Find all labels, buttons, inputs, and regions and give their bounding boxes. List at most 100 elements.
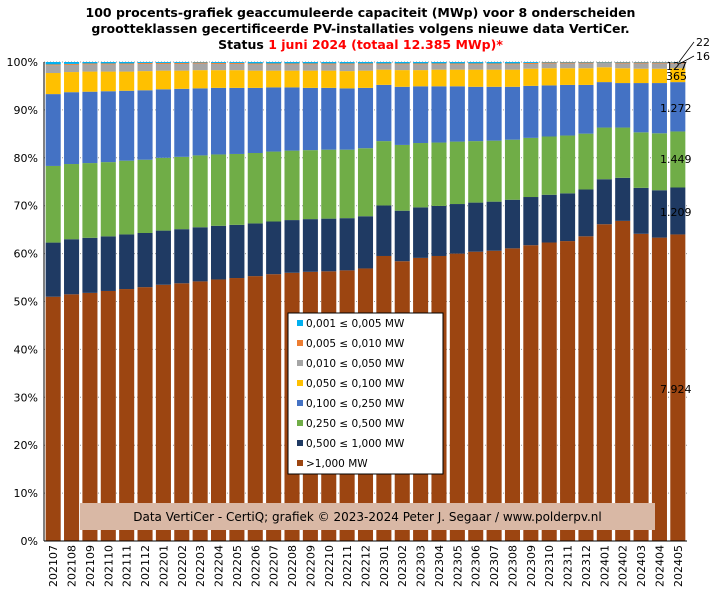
bar-segment bbox=[155, 157, 171, 231]
x-tick-label: 202401 bbox=[598, 545, 611, 587]
bar-segment bbox=[523, 197, 539, 246]
bar-segment bbox=[486, 86, 502, 141]
bar-segment bbox=[670, 82, 686, 132]
bar-segment bbox=[229, 278, 245, 541]
bar-segment bbox=[192, 62, 208, 64]
bar-segment bbox=[192, 227, 208, 282]
bar-segment bbox=[192, 281, 208, 541]
bar-segment bbox=[578, 68, 594, 85]
bar-segment bbox=[541, 242, 557, 541]
bar-segment bbox=[376, 69, 392, 85]
bar-segment bbox=[394, 86, 410, 145]
bar-segment bbox=[394, 70, 410, 87]
bar-segment bbox=[155, 284, 171, 541]
bar-segment bbox=[394, 62, 410, 64]
legend-label: 0,100 ≤ 0,250 MW bbox=[306, 398, 405, 410]
y-tick-label: 0% bbox=[21, 535, 38, 548]
title-line-1: 100 procents-grafiek geaccumuleerde capa… bbox=[85, 5, 636, 20]
bar-segment bbox=[468, 62, 484, 64]
value-annotation: 7.924 bbox=[660, 383, 692, 396]
chart-title: 100 procents-grafiek geaccumuleerde capa… bbox=[0, 5, 721, 53]
bar-segment bbox=[247, 70, 263, 88]
x-tick-label: 202107 bbox=[47, 545, 60, 587]
bar-segment bbox=[578, 62, 594, 64]
y-tick-label: 50% bbox=[14, 296, 38, 309]
value-annotation: 1.209 bbox=[660, 206, 692, 219]
bar-segment bbox=[670, 234, 686, 541]
bar-segment bbox=[468, 63, 484, 65]
bar-segment bbox=[64, 72, 80, 93]
bar-segment bbox=[541, 85, 557, 137]
bar-segment bbox=[431, 63, 447, 65]
bar-segment bbox=[339, 71, 355, 89]
y-tick-label: 100% bbox=[7, 56, 38, 69]
bar-segment bbox=[100, 64, 116, 72]
bar-segment bbox=[247, 276, 263, 541]
bar-segment bbox=[174, 229, 190, 284]
bar-segment bbox=[302, 63, 318, 65]
bar-segment bbox=[266, 63, 282, 65]
bar-segment bbox=[266, 87, 282, 152]
bar-segment bbox=[137, 71, 153, 91]
bar-segment bbox=[266, 70, 282, 88]
bar-segment bbox=[119, 234, 135, 290]
bar-segment bbox=[192, 70, 208, 89]
bar-segment bbox=[376, 64, 392, 70]
bar-segment bbox=[394, 144, 410, 211]
bar-segment bbox=[321, 87, 337, 150]
bar-segment bbox=[449, 141, 465, 205]
bar-segment bbox=[449, 69, 465, 87]
bar-segment bbox=[229, 62, 245, 63]
bar-segment bbox=[413, 207, 429, 258]
bar-segment bbox=[82, 62, 98, 64]
bar-segment bbox=[45, 65, 61, 74]
bar-segment bbox=[174, 62, 190, 64]
bar-segment bbox=[357, 216, 374, 269]
x-tick-label: 202205 bbox=[231, 545, 244, 587]
y-tick-label: 10% bbox=[14, 487, 38, 500]
bar-segment bbox=[137, 90, 153, 160]
bar-segment bbox=[266, 221, 282, 275]
bar-segment bbox=[174, 88, 190, 157]
bar-segment bbox=[633, 68, 649, 84]
bar-segment bbox=[486, 69, 502, 87]
bar-segment bbox=[541, 62, 557, 64]
bar-segment bbox=[45, 296, 61, 541]
x-tick-label: 202308 bbox=[506, 545, 519, 587]
bar-segment bbox=[651, 190, 667, 238]
x-tick-label: 202304 bbox=[433, 545, 446, 587]
bar-segment bbox=[468, 64, 484, 70]
bar-segment bbox=[651, 62, 667, 64]
x-tick-label: 202303 bbox=[415, 545, 428, 587]
bar-segment bbox=[155, 63, 171, 71]
bar-segment bbox=[670, 68, 686, 83]
bar-segment bbox=[394, 63, 410, 65]
bar-segment bbox=[504, 62, 521, 64]
bar-segment bbox=[431, 69, 447, 87]
bar-segment bbox=[413, 62, 429, 64]
legend-swatch bbox=[297, 380, 303, 386]
bar-segment bbox=[431, 64, 447, 70]
bar-segment bbox=[192, 155, 208, 228]
x-tick-label: 202404 bbox=[653, 545, 666, 587]
x-tick-label: 202203 bbox=[194, 545, 207, 587]
bar-segment bbox=[266, 274, 282, 541]
bar-segment bbox=[247, 63, 263, 65]
bar-segment bbox=[523, 62, 539, 64]
bar-segment bbox=[504, 139, 521, 200]
bar-segment bbox=[174, 62, 190, 63]
bar-segment bbox=[155, 89, 171, 158]
bar-segment bbox=[174, 70, 190, 89]
bar-segment bbox=[174, 283, 190, 541]
x-tick-label: 202202 bbox=[176, 545, 189, 587]
bar-segment bbox=[192, 63, 208, 71]
bar-segment bbox=[633, 63, 649, 69]
bar-segment bbox=[155, 62, 171, 64]
x-tick-label: 202307 bbox=[488, 545, 501, 587]
bar-segment bbox=[504, 69, 521, 87]
bar-segment bbox=[82, 91, 98, 164]
bar-segment bbox=[284, 87, 300, 151]
bar-segment bbox=[82, 237, 98, 293]
title-date: 1 juni 2024 bbox=[268, 37, 347, 52]
